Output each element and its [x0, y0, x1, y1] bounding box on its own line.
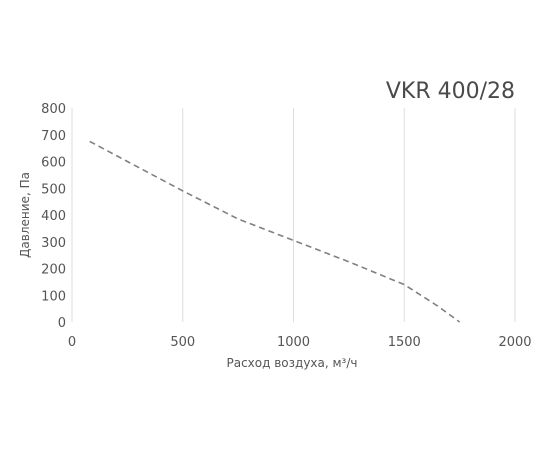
x-tick-label: 2000 [498, 335, 531, 350]
chart-title: VKR 400/28 [386, 79, 515, 104]
series-group [89, 140, 461, 323]
x-tick-label: 500 [170, 335, 195, 350]
y-tick-label: 300 [41, 236, 66, 251]
y-tick-label: 0 [58, 316, 66, 331]
x-tick-label: 1000 [277, 335, 310, 350]
y-tick-labels: 0 100 200 300 400 500 600 700 800 [41, 102, 66, 331]
x-axis-label: Расход воздуха, м³/ч [226, 356, 357, 370]
x-tick-label: 1500 [388, 335, 421, 350]
x-tick-labels: 0 500 1000 1500 2000 [68, 335, 532, 350]
y-axis-label: Давление, Па [18, 172, 32, 258]
series-line-0 [89, 140, 461, 323]
y-tick-label: 500 [41, 182, 66, 197]
y-tick-label: 200 [41, 263, 66, 278]
y-tick-label: 800 [41, 102, 66, 117]
grid [71, 108, 516, 322]
y-tick-label: 400 [41, 209, 66, 224]
y-tick-label: 700 [41, 129, 66, 144]
x-tick-label: 0 [68, 335, 76, 350]
y-tick-label: 100 [41, 289, 66, 304]
y-tick-label: 600 [41, 156, 66, 171]
